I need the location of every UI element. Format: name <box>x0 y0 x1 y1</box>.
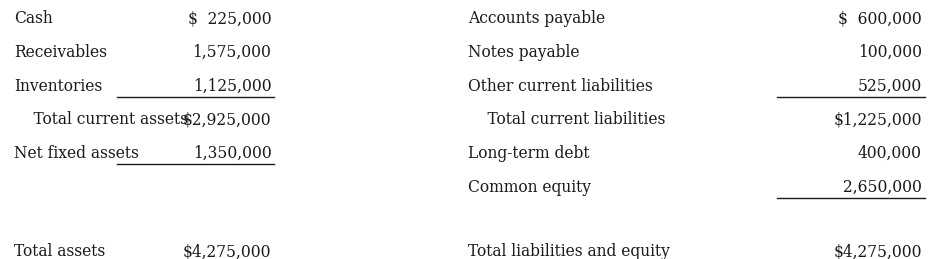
Text: $1,225,000: $1,225,000 <box>833 111 922 128</box>
Text: $  600,000: $ 600,000 <box>839 10 922 27</box>
Text: $2,925,000: $2,925,000 <box>183 111 271 128</box>
Text: Total current liabilities: Total current liabilities <box>468 111 665 128</box>
Text: $  225,000: $ 225,000 <box>188 10 271 27</box>
Text: Total assets: Total assets <box>14 243 105 259</box>
Text: 1,125,000: 1,125,000 <box>193 78 271 95</box>
Text: 1,575,000: 1,575,000 <box>193 44 271 61</box>
Text: 525,000: 525,000 <box>857 78 922 95</box>
Text: Accounts payable: Accounts payable <box>468 10 606 27</box>
Text: 2,650,000: 2,650,000 <box>843 179 922 196</box>
Text: Net fixed assets: Net fixed assets <box>14 145 139 162</box>
Text: $4,275,000: $4,275,000 <box>183 243 271 259</box>
Text: Receivables: Receivables <box>14 44 107 61</box>
Text: Common equity: Common equity <box>468 179 591 196</box>
Text: Notes payable: Notes payable <box>468 44 579 61</box>
Text: Total current assets: Total current assets <box>14 111 188 128</box>
Text: Inventories: Inventories <box>14 78 102 95</box>
Text: $4,275,000: $4,275,000 <box>833 243 922 259</box>
Text: Total liabilities and equity: Total liabilities and equity <box>468 243 670 259</box>
Text: 1,350,000: 1,350,000 <box>193 145 271 162</box>
Text: Other current liabilities: Other current liabilities <box>468 78 652 95</box>
Text: Long-term debt: Long-term debt <box>468 145 590 162</box>
Text: 100,000: 100,000 <box>858 44 922 61</box>
Text: 400,000: 400,000 <box>858 145 922 162</box>
Text: Cash: Cash <box>14 10 52 27</box>
